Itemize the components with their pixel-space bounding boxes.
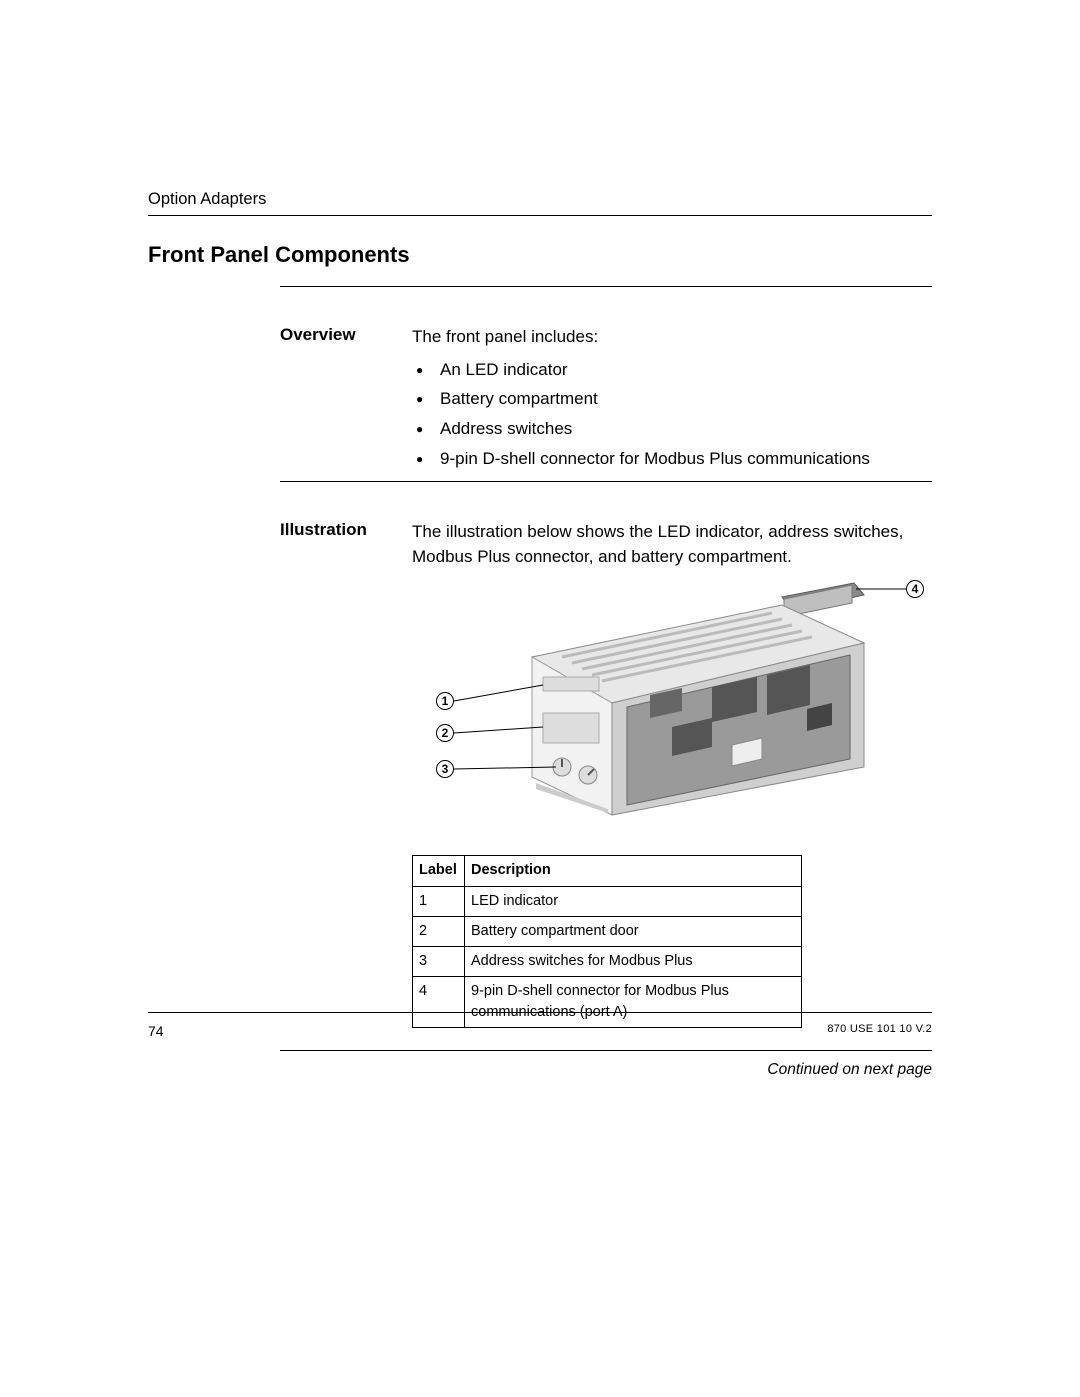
cell-label: 1: [413, 886, 465, 916]
bullet-item: An LED indicator: [412, 358, 932, 383]
bullet-item: Address switches: [412, 417, 932, 442]
page-title: Front Panel Components: [148, 242, 932, 268]
rule-footer: [148, 1012, 932, 1013]
device-illustration: 1 2 3 4: [412, 577, 932, 837]
cell-desc: Battery compartment door: [465, 916, 802, 946]
table-header-row: Label Description: [413, 856, 802, 886]
overview-bullets: An LED indicator Battery compartment Add…: [412, 358, 932, 472]
cell-desc: Address switches for Modbus Plus: [465, 946, 802, 976]
th-description: Description: [465, 856, 802, 886]
cell-label: 3: [413, 946, 465, 976]
chapter-header: Option Adapters: [148, 190, 932, 209]
bullet-item: Battery compartment: [412, 387, 932, 412]
overview-section: Overview The front panel includes: An LE…: [280, 325, 932, 481]
table-row: 2 Battery compartment door: [413, 916, 802, 946]
table-row: 1 LED indicator: [413, 886, 802, 916]
illustration-label: Illustration: [280, 520, 412, 1027]
illustration-caption: The illustration below shows the LED ind…: [412, 520, 932, 569]
label-table: Label Description 1 LED indicator 2 Batt…: [412, 855, 802, 1027]
continued-notice: Continued on next page: [280, 1061, 932, 1079]
device-svg: [412, 577, 932, 837]
rule-before-overview: [280, 286, 932, 287]
rule-top: [148, 215, 932, 216]
page-number: 74: [148, 1023, 164, 1039]
th-label: Label: [413, 856, 465, 886]
overview-intro: The front panel includes:: [412, 325, 932, 350]
overview-label: Overview: [280, 325, 412, 481]
rule-after-illustration: [280, 1050, 932, 1051]
overview-content: The front panel includes: An LED indicat…: [412, 325, 932, 481]
page-footer: 74 870 USE 101 10 V.2: [148, 1012, 932, 1039]
illustration-content: The illustration below shows the LED ind…: [412, 520, 932, 1027]
illustration-section: Illustration The illustration below show…: [280, 520, 932, 1027]
table-row: 3 Address switches for Modbus Plus: [413, 946, 802, 976]
bullet-item: 9-pin D-shell connector for Modbus Plus …: [412, 447, 932, 472]
doc-id: 870 USE 101 10 V.2: [827, 1023, 932, 1039]
rule-before-illustration: [280, 481, 932, 482]
cell-label: 2: [413, 916, 465, 946]
cell-desc: LED indicator: [465, 886, 802, 916]
